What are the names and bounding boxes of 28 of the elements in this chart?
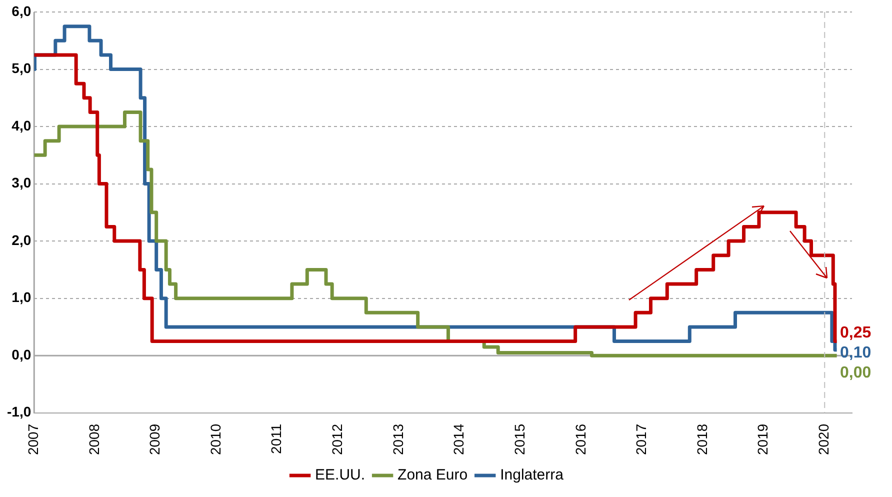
legend-label: Zona Euro <box>398 466 468 484</box>
annotation: 0,25 <box>840 324 872 342</box>
x-tick-label: 2019 <box>754 424 771 456</box>
x-tick-label: 2015 <box>511 424 528 456</box>
x-tick-label: 2017 <box>633 424 650 456</box>
x-tick-label: 2018 <box>694 424 710 456</box>
x-tick-label: 2014 <box>450 424 467 456</box>
y-tick-label: 2,0 <box>12 232 32 248</box>
y-tick-label: 1,0 <box>12 289 32 306</box>
legend-label: Inglaterra <box>500 466 564 484</box>
x-tick-label: 2007 <box>24 424 41 456</box>
annotation: 0,00 <box>840 364 872 382</box>
y-tick-label: -1,0 <box>7 404 32 420</box>
y-tick-label: 0,0 <box>12 346 32 362</box>
x-tick-label: 2012 <box>329 424 346 456</box>
x-tick-label: 2013 <box>390 424 406 456</box>
x-tick-label: 2011 <box>268 424 284 454</box>
x-tick-label: 2009 <box>146 424 163 456</box>
x-tick-label: 2010 <box>207 424 224 456</box>
y-tick-label: 3,0 <box>12 174 32 191</box>
y-tick-label: 6,0 <box>12 2 32 19</box>
x-tick-label: 2016 <box>572 424 588 456</box>
y-tick-label: 5,0 <box>12 60 32 76</box>
x-tick-label: 2020 <box>815 424 832 456</box>
y-tick-label: 4,0 <box>12 117 32 134</box>
legend-label: EE.UU. <box>315 466 366 484</box>
x-tick-label: 2008 <box>86 424 102 456</box>
annotation: 0,10 <box>840 344 872 362</box>
